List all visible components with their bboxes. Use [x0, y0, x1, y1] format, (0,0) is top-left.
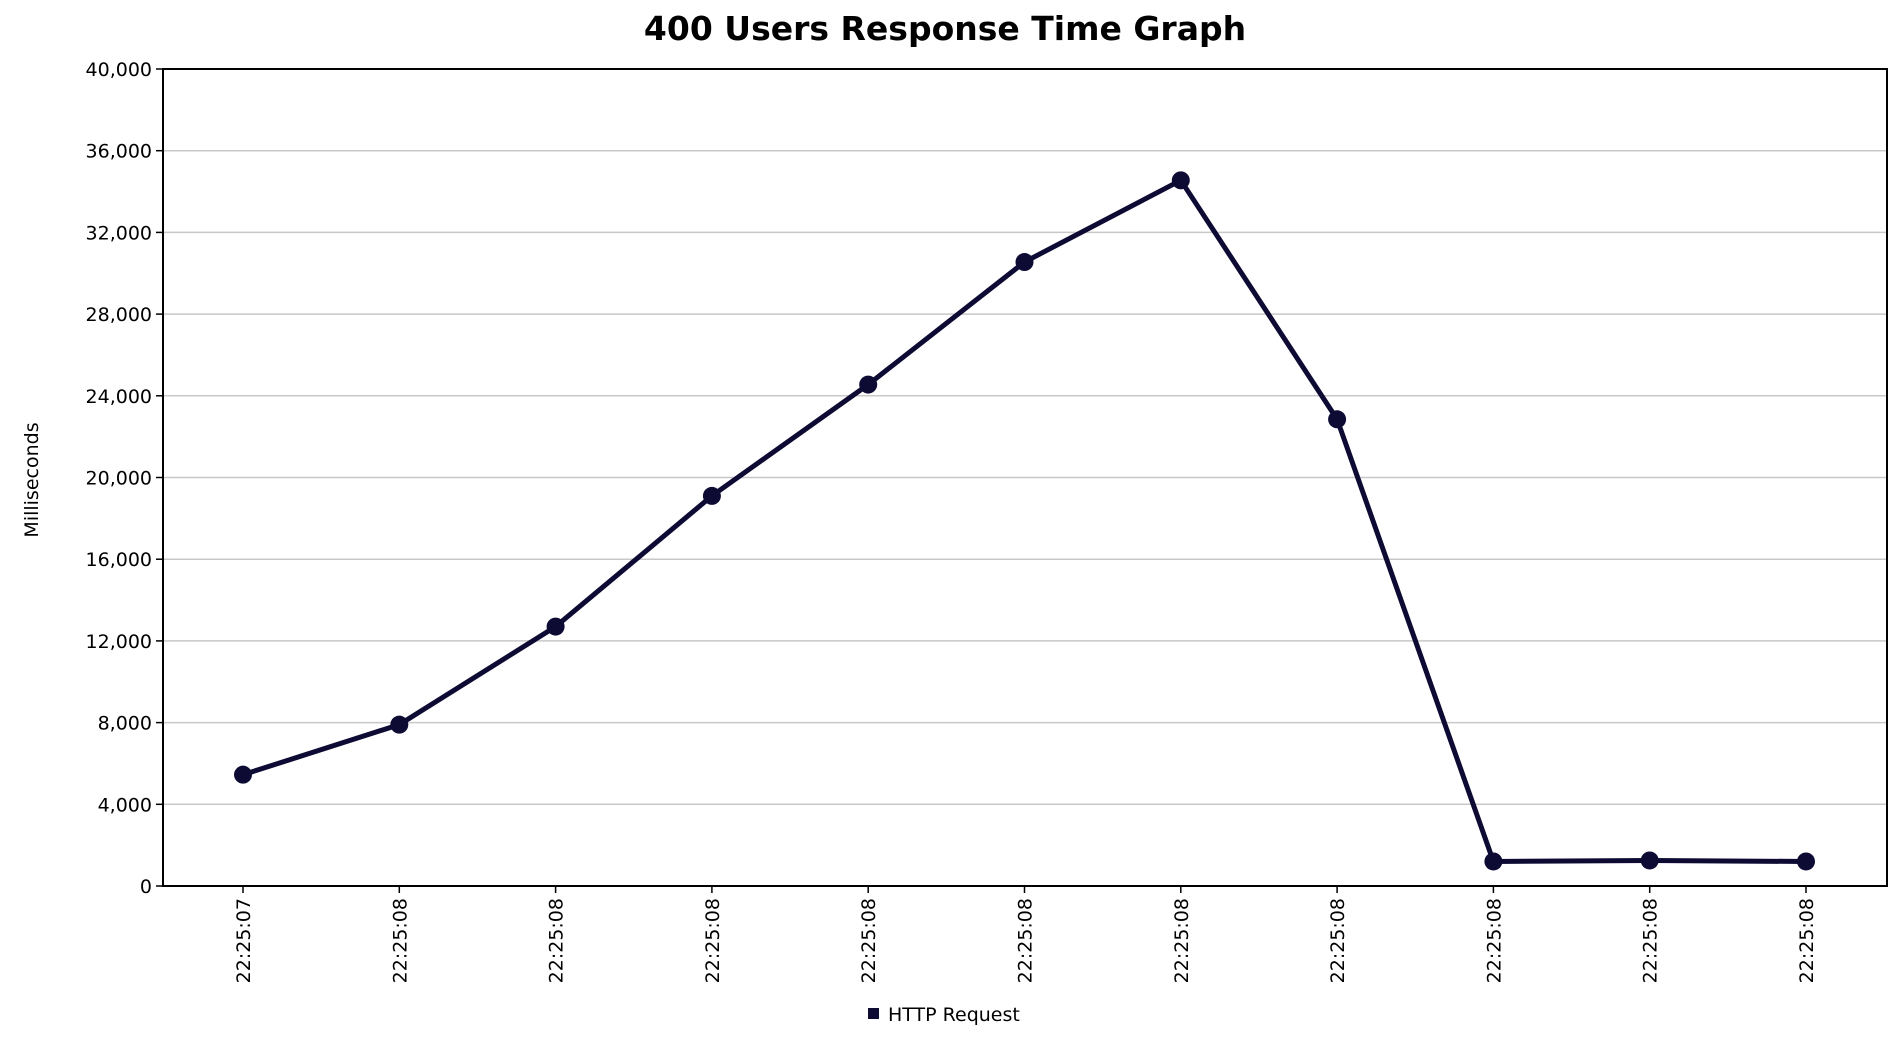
y-tick-label: 24,000 — [86, 386, 152, 408]
x-tick-label: 22:25:08 — [1483, 898, 1505, 983]
grid-lines — [163, 149, 1887, 806]
x-tick-label: 22:25:08 — [1015, 898, 1037, 983]
x-tick-label: 22:25:07 — [233, 898, 255, 983]
y-tick-label: 36,000 — [86, 141, 152, 163]
chart-title: 400 Users Response Time Graph — [644, 9, 1246, 48]
data-point — [1015, 253, 1034, 272]
data-point — [859, 375, 878, 394]
y-axis-ticks: 0 4,000 8,000 12,000 16,000 20,000 24,000 28,00… — [86, 59, 163, 898]
y-tick-label: 8,000 — [98, 713, 152, 735]
data-point — [1640, 851, 1659, 870]
y-tick-label: 4,000 — [98, 794, 152, 816]
y-tick-label: 20,000 — [86, 468, 152, 490]
data-point — [1797, 852, 1815, 871]
data-point — [390, 715, 409, 734]
y-tick-label: 32,000 — [86, 222, 152, 244]
data-point — [1328, 410, 1347, 429]
plot-area-border — [162, 68, 1888, 887]
y-tick-label: 28,000 — [86, 304, 152, 326]
x-tick-label: 22:25:08 — [1796, 898, 1818, 983]
y-tick-label: 12,000 — [86, 631, 152, 653]
legend-marker — [868, 1008, 879, 1019]
y-axis-label: Milliseconds — [21, 422, 43, 537]
x-tick-label: 22:25:08 — [702, 898, 724, 983]
x-tick-label: 22:25:08 — [546, 898, 568, 983]
legend: HTTP Request — [868, 1004, 1020, 1026]
data-point — [1171, 171, 1190, 190]
y-tick-label: 0 — [140, 876, 152, 898]
y-tick-label: 16,000 — [86, 549, 152, 571]
y-tick-label: 40,000 — [86, 59, 152, 81]
data-point — [702, 486, 721, 505]
x-tick-label: 22:25:08 — [1640, 898, 1662, 983]
x-axis-ticks: 22:25:07 22:25:08 22:25:08 22:25:08 22:25:08… — [233, 886, 1818, 983]
series-layer — [234, 171, 1815, 871]
legend-label: HTTP Request — [888, 1004, 1020, 1026]
x-tick-label: 22:25:08 — [389, 898, 411, 983]
data-point — [1484, 852, 1503, 871]
x-tick-label: 22:25:08 — [1327, 898, 1349, 983]
data-point — [234, 765, 252, 784]
x-tick-label: 22:25:08 — [1171, 898, 1193, 983]
x-tick-label: 22:25:08 — [858, 898, 880, 983]
data-point — [546, 617, 565, 636]
series-line — [242, 177, 1807, 864]
